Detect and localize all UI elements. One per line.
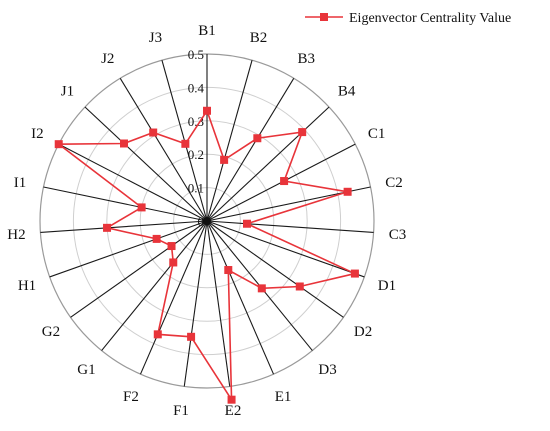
- spoke-F2: [139, 220, 208, 375]
- center-point: [203, 217, 211, 225]
- data-point-D1: [350, 269, 359, 278]
- data-point-C3: [242, 219, 251, 228]
- legend-label: Eigenvector Centrality Value: [349, 11, 511, 26]
- tick-label: 0.5: [188, 47, 204, 62]
- spoke-B2: [206, 60, 253, 222]
- category-label-B4: B4: [338, 84, 356, 100]
- data-point-F2: [153, 330, 162, 339]
- data-point-H2: [103, 223, 112, 232]
- tick-label: 0.2: [188, 147, 204, 162]
- spoke-E1: [206, 220, 275, 375]
- spoke-D2: [206, 220, 344, 318]
- data-point-G2: [167, 242, 176, 251]
- spoke-I1: [43, 186, 208, 222]
- spoke-I2: [58, 143, 208, 222]
- category-label-J2: J2: [101, 51, 114, 67]
- spoke-C3: [206, 220, 374, 233]
- category-label-C3: C3: [389, 227, 407, 243]
- category-label-H1: H1: [18, 278, 36, 294]
- category-label-D3: D3: [318, 362, 336, 378]
- data-point-D3: [257, 284, 266, 293]
- data-point-F1: [187, 332, 196, 341]
- spoke-H2: [40, 220, 208, 233]
- data-point-B1: [203, 106, 211, 115]
- data-point-C2: [343, 187, 352, 196]
- data-point-C1: [280, 177, 289, 186]
- data-point-G1: [169, 258, 178, 267]
- data-point-J3: [181, 139, 190, 148]
- category-label-C2: C2: [385, 175, 403, 191]
- spoke-J1: [84, 106, 208, 222]
- data-point-B3: [253, 134, 262, 143]
- spoke-F1: [183, 220, 208, 387]
- category-label-D1: D1: [378, 278, 396, 294]
- category-labels: B1 B2 B3 B4 C1 C2 C3 D1 D2 D3 E1 E2 F1 F2 G1 G2 H1 H2 I1 I2…: [7, 23, 406, 419]
- category-label-B3: B3: [297, 51, 315, 67]
- category-label-I1: I1: [14, 175, 27, 191]
- legend-marker: [320, 13, 328, 21]
- data-point-I1: [137, 203, 146, 212]
- category-label-E1: E1: [275, 389, 292, 405]
- spoke-E2: [206, 220, 231, 387]
- category-label-G1: G1: [77, 362, 95, 378]
- category-label-J3: J3: [149, 30, 162, 46]
- data-point-B4: [298, 128, 307, 137]
- data-point-J1: [120, 139, 129, 148]
- data-point-J2: [149, 128, 158, 137]
- data-point-B2: [220, 155, 229, 164]
- category-label-D2: D2: [354, 324, 372, 340]
- spoke-H1: [49, 220, 208, 278]
- spoke-J2: [119, 78, 208, 222]
- spoke-B3: [206, 78, 295, 222]
- category-label-J1: J1: [61, 84, 74, 100]
- category-label-C1: C1: [368, 126, 386, 142]
- series-line: [56, 108, 358, 403]
- data-point-H1: [152, 234, 161, 243]
- legend: Eigenvector Centrality Value: [305, 11, 511, 26]
- spoke-G1: [101, 220, 208, 351]
- spoke-G2: [70, 220, 208, 318]
- data-point-E2: [227, 395, 236, 404]
- radial-tick-labels: 0 0.1 0.2 0.3 0.4 0.5: [188, 47, 205, 229]
- tick-label: 0.4: [188, 80, 205, 95]
- category-label-E2: E2: [225, 403, 242, 419]
- category-label-F2: F2: [123, 389, 139, 405]
- spoke-B4: [206, 106, 330, 222]
- category-label-H2: H2: [7, 227, 25, 243]
- category-label-B1: B1: [198, 23, 216, 39]
- data-point-I2: [54, 140, 63, 149]
- category-label-G2: G2: [42, 324, 60, 340]
- tick-label: 0.3: [188, 114, 204, 129]
- spoke-D1: [206, 220, 365, 278]
- data-point-E1: [224, 266, 233, 275]
- series-layer: [54, 106, 359, 404]
- tick-label: 0: [198, 214, 205, 229]
- category-label-B2: B2: [250, 30, 268, 46]
- tick-label: 0.1: [188, 181, 204, 196]
- category-label-I2: I2: [31, 126, 44, 142]
- category-label-F1: F1: [173, 403, 189, 419]
- data-point-D2: [295, 282, 304, 291]
